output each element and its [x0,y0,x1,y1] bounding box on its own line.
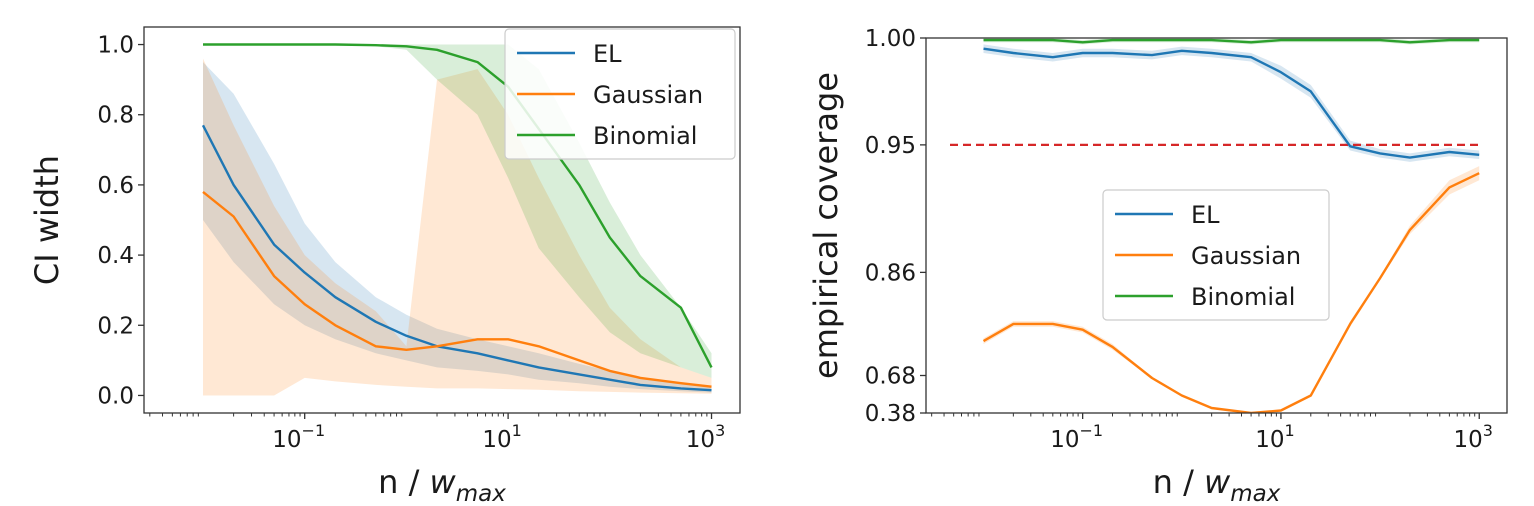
legend-box [1102,189,1330,321]
ci-width-chart: 0.0 0.2 0.4 0.6 0.8 1.0 10−1 101 103 n / wmax CI w… [28,26,741,506]
y-tick-label: 0.2 [97,313,134,339]
y-tick-label: 0.38 [865,401,916,427]
legend: EL Gaussian Binomial [504,28,736,160]
legend-label-el: EL [1191,201,1220,229]
line-binomial [983,38,1480,44]
x-tick-label: 103 [686,421,725,453]
y-tick-label: 0.86 [865,260,916,286]
x-axis-title: n / wmax [1153,463,1281,506]
band-gaussian [203,58,712,396]
x-tick-label: 10−1 [272,421,325,453]
y-tick-label: 0.8 [97,103,134,129]
legend-box [504,28,736,160]
x-axis-title: n / wmax [378,463,506,506]
x-tick-label: 10−1 [1050,421,1103,453]
empirical-coverage-chart: 0.38 0.68 0.86 0.95 1.00 10−1 101 103 n / wmax em… [807,26,1508,506]
y-tick-label: 0.95 [865,133,916,159]
y-tick-label: 1.00 [865,26,916,52]
x-tick-label: 101 [1255,421,1294,453]
line-gaussian [202,190,712,388]
y-axis-title: CI width [28,155,66,285]
line-el [201,124,712,392]
band-el [203,62,712,393]
y-tick-label: 0.6 [97,173,134,199]
y-tick-label: 0.4 [97,243,134,269]
band-binomial [203,44,712,378]
legend-label-gaussian: Gaussian [1191,242,1301,270]
y-tick-label: 0.68 [865,364,916,390]
x-tick-label: 103 [1454,421,1493,453]
plot-area [950,38,1481,413]
legend-label-el: EL [593,40,622,68]
plot-area [201,43,713,396]
line-binomial [203,43,713,368]
line-el [983,47,1480,159]
y-tick-label: 1.0 [97,33,134,59]
axes-frame [143,26,741,414]
x-tick-label: 101 [482,421,521,453]
legend-label-binomial: Binomial [1191,283,1295,311]
line-gaussian [982,172,1480,413]
legend-label-gaussian: Gaussian [593,81,703,109]
legend: EL Gaussian Binomial [1102,189,1330,321]
y-tick-label: 0.0 [97,383,134,409]
legend-label-binomial: Binomial [593,122,697,150]
y-axis-title: empirical coverage [807,72,845,379]
axes-frame [925,37,1508,414]
